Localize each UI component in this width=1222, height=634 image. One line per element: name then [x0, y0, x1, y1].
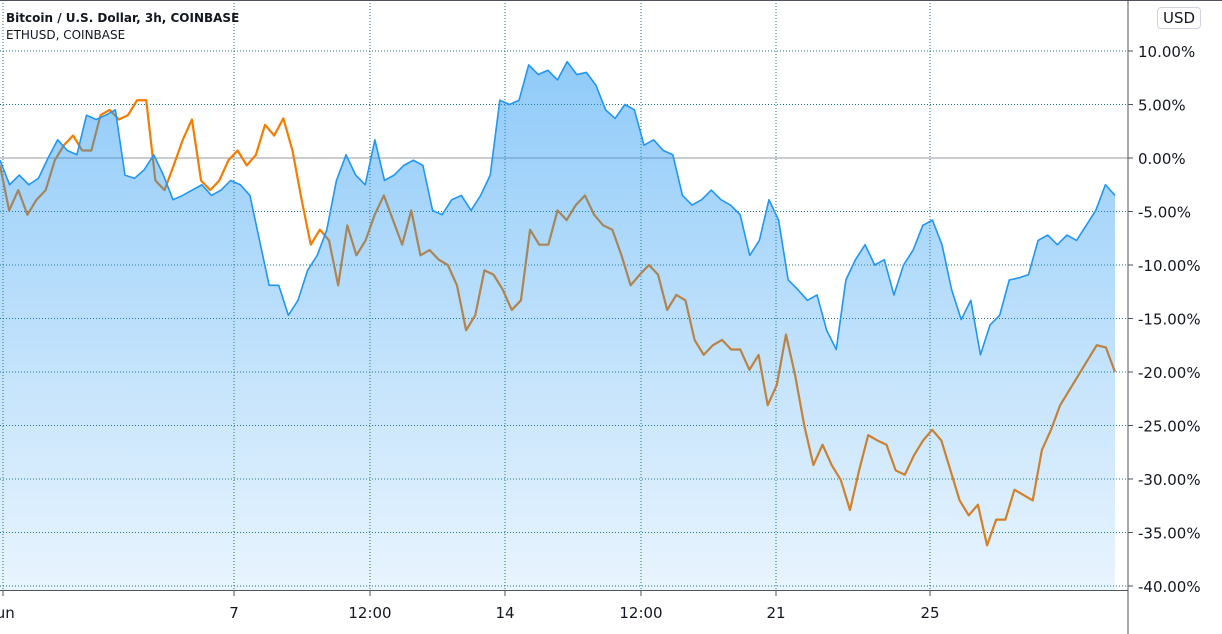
y-tick-label: -35.00%	[1138, 525, 1201, 543]
btc-series	[0, 60, 1116, 590]
x-axis: Jun 7 12:00 14 12:00 21 25	[0, 590, 940, 622]
y-tick-label: -25.00%	[1138, 418, 1201, 436]
y-tick-label: -15.00%	[1138, 311, 1201, 329]
currency-button[interactable]: USD	[1157, 7, 1202, 29]
y-tick-label: -20.00%	[1138, 364, 1201, 382]
y-axis: 10.00% 5.00% 0.00% -5.00% -10.00% -15.00% -20.…	[1128, 43, 1201, 596]
x-tick-label: 12:00	[619, 604, 662, 622]
x-tick-label: 21	[766, 604, 785, 622]
x-tick-label: Jun	[0, 604, 15, 622]
x-tick-label: 12:00	[348, 604, 391, 622]
x-tick-label: 7	[229, 604, 239, 622]
y-tick-label: -40.00%	[1138, 578, 1201, 596]
btc-line	[0, 60, 1116, 356]
legend: Bitcoin / U.S. Dollar, 3h, COINBASE ETHU…	[6, 10, 239, 44]
y-tick-label: -10.00%	[1138, 257, 1201, 275]
scale-corner	[1129, 591, 1222, 634]
legend-main-series[interactable]: Bitcoin / U.S. Dollar, 3h, COINBASE	[6, 11, 240, 25]
x-tick-label: 25	[920, 604, 939, 622]
x-tick-label: 14	[495, 604, 514, 622]
y-tick-label: 0.00%	[1138, 150, 1186, 168]
y-tick-label: -5.00%	[1138, 204, 1191, 222]
y-tick-label: -30.00%	[1138, 471, 1201, 489]
y-tick-label: 5.00%	[1138, 97, 1186, 115]
y-tick-label: 10.00%	[1138, 43, 1195, 61]
btc-area-fill	[0, 61, 1115, 590]
legend-compare-series[interactable]: ETHUSD, COINBASE	[6, 28, 126, 42]
